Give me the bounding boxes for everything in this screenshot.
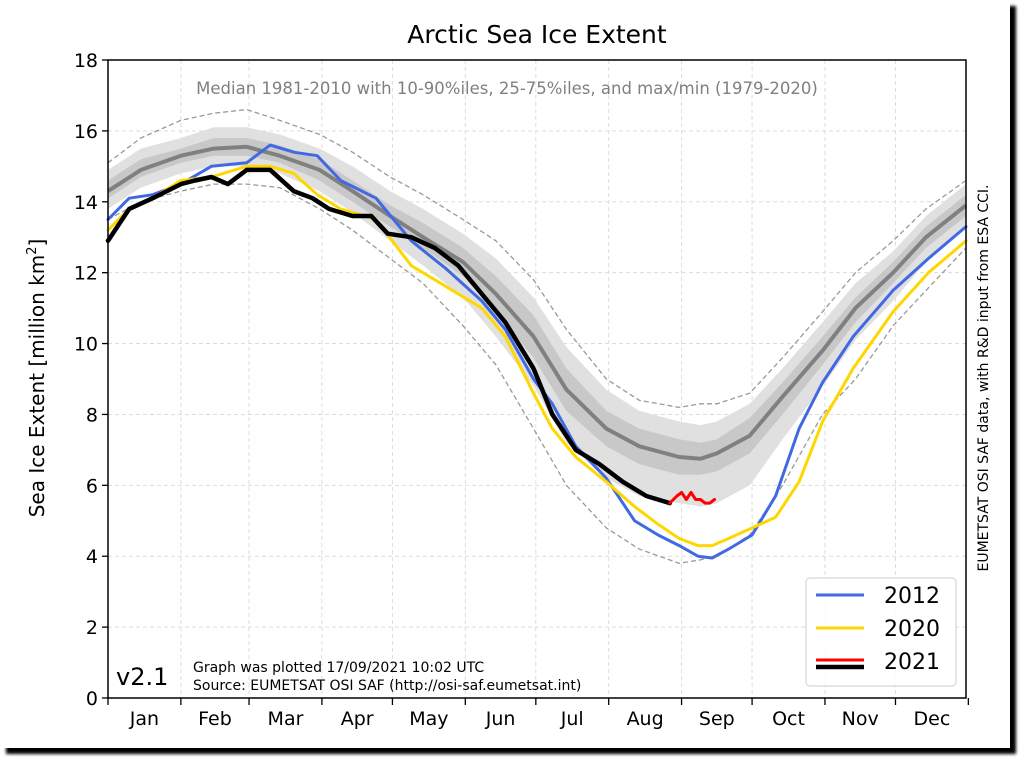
plotted-date-note: Graph was plotted 17/09/2021 10:02 UTC	[193, 660, 484, 676]
legend-label-2020: 2020	[884, 617, 940, 642]
legend-label-2021: 2021	[884, 650, 940, 675]
x-tick-label-aug: Aug	[627, 708, 664, 730]
version-label: v2.1	[116, 663, 168, 691]
x-tick-label-nov: Nov	[842, 708, 879, 730]
x-tick-label-jul: Jul	[560, 708, 584, 730]
y-tick-label-5: 10	[74, 334, 98, 356]
y-tick-label-0: 0	[86, 688, 98, 710]
x-tick-label-dec: Dec	[914, 708, 951, 730]
y-tick-label-8: 16	[74, 121, 98, 143]
x-tick-label-jan: Jan	[129, 708, 159, 730]
y-tick-label-1: 2	[86, 617, 98, 639]
legend-label-2012: 2012	[884, 584, 940, 609]
min-line	[107, 183, 967, 564]
x-tick-label-mar: Mar	[268, 708, 304, 730]
chart-subtitle: Median 1981-2010 with 10-90%iles, 25-75%…	[196, 79, 818, 98]
y-tick-label-6: 12	[74, 263, 98, 285]
x-tick-label-feb: Feb	[198, 708, 232, 730]
legend: 2012 2020 2021	[805, 577, 957, 687]
plot-frame	[107, 59, 967, 699]
series-2012-line	[106, 143, 968, 560]
series-2021-line	[105, 167, 673, 506]
y-tick-label-3: 6	[86, 475, 98, 497]
y-axis-label: Sea Ice Extent [million km2]	[25, 239, 49, 518]
source-note: Source: EUMETSAT OSI SAF (http://osi-saf…	[193, 678, 581, 694]
x-tick-label-oct: Oct	[772, 708, 805, 730]
x-tick-label-may: May	[409, 708, 448, 730]
series-2020-line	[106, 164, 968, 548]
series-2021-latest-line	[668, 490, 716, 505]
y-tick-label-2: 4	[86, 546, 98, 568]
data-source-note: EUMETSAT OSI SAF data, with R&D input fr…	[976, 184, 992, 571]
x-tick-label-sep: Sep	[699, 708, 735, 730]
chart-frame: Arctic Sea Ice Extent 0 2 4 6 8 10 12 14 16 18 Jan…	[25, 20, 992, 730]
x-tick-label-apr: Apr	[341, 708, 374, 730]
band-10-90	[108, 127, 966, 507]
plot-area: 0 2 4 6 8 10 12 14 16 18 Jan Feb Mar Apr May Jun Jul Aug S…	[74, 50, 970, 730]
chart-title: Arctic Sea Ice Extent	[407, 20, 667, 49]
y-tick-label-9: 18	[74, 50, 98, 72]
y-tick-label-4: 8	[86, 404, 98, 426]
x-tick-label-jun: Jun	[485, 708, 516, 730]
median-line	[106, 144, 968, 461]
y-tick-label-7: 14	[74, 192, 98, 214]
